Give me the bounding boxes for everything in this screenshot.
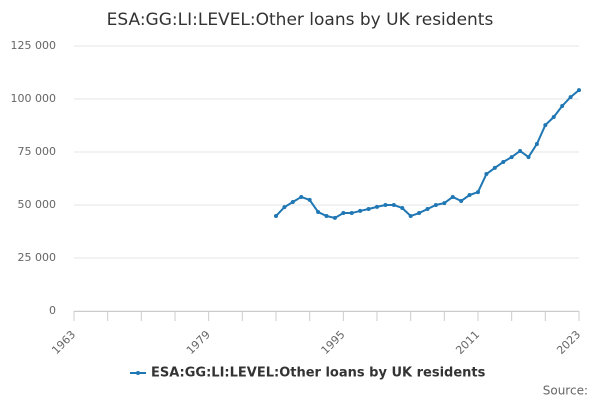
- legend-marker: [136, 371, 140, 375]
- x-tick-label: 1979: [184, 328, 213, 357]
- point: [467, 193, 472, 198]
- point: [366, 207, 371, 212]
- x-tick-label: 2011: [453, 328, 482, 357]
- point: [425, 207, 430, 212]
- point: [274, 214, 278, 219]
- point: [492, 165, 497, 170]
- point: [526, 155, 531, 160]
- point: [560, 103, 565, 108]
- y-tick-label: 100 000: [11, 92, 57, 105]
- point: [307, 197, 312, 202]
- point: [324, 214, 329, 219]
- x-tick-label: 2023: [554, 328, 583, 357]
- point: [383, 203, 388, 207]
- y-tick-label: 75 000: [18, 145, 57, 158]
- point: [568, 95, 573, 100]
- point: [349, 211, 354, 216]
- point: [543, 123, 548, 128]
- point: [290, 200, 295, 205]
- legend-label: ESA:GG:LI:LEVEL:Other loans by UK reside…: [151, 366, 486, 381]
- point: [450, 194, 455, 199]
- point: [501, 159, 506, 164]
- point: [375, 204, 379, 209]
- point: [400, 205, 405, 210]
- point: [341, 211, 346, 216]
- point: [459, 198, 464, 203]
- y-tick-label: 25 000: [18, 251, 57, 264]
- point: [408, 214, 413, 219]
- y-tick-label: 125 000: [11, 39, 57, 52]
- point: [417, 211, 422, 216]
- point: [518, 148, 523, 153]
- line: [275, 89, 580, 219]
- point: [433, 203, 438, 207]
- point: [299, 194, 304, 199]
- y-tick-label: 50 000: [18, 198, 57, 211]
- point: [442, 201, 447, 206]
- point: [476, 190, 480, 195]
- chart-title: ESA:GG:LI:LEVEL:Other loans by UK reside…: [107, 10, 494, 30]
- point: [577, 88, 581, 93]
- point: [509, 155, 514, 160]
- point: [391, 203, 396, 207]
- x-tick-label: 1995: [319, 328, 348, 357]
- point: [316, 209, 321, 214]
- point: [551, 115, 556, 120]
- point: [484, 172, 489, 177]
- y-tick-label: 0: [49, 304, 56, 317]
- point: [332, 215, 337, 220]
- source: Source:: [543, 384, 588, 398]
- point: [534, 141, 539, 146]
- x-tick-label: 1963: [49, 328, 78, 357]
- point: [282, 205, 287, 210]
- point: [358, 208, 363, 213]
